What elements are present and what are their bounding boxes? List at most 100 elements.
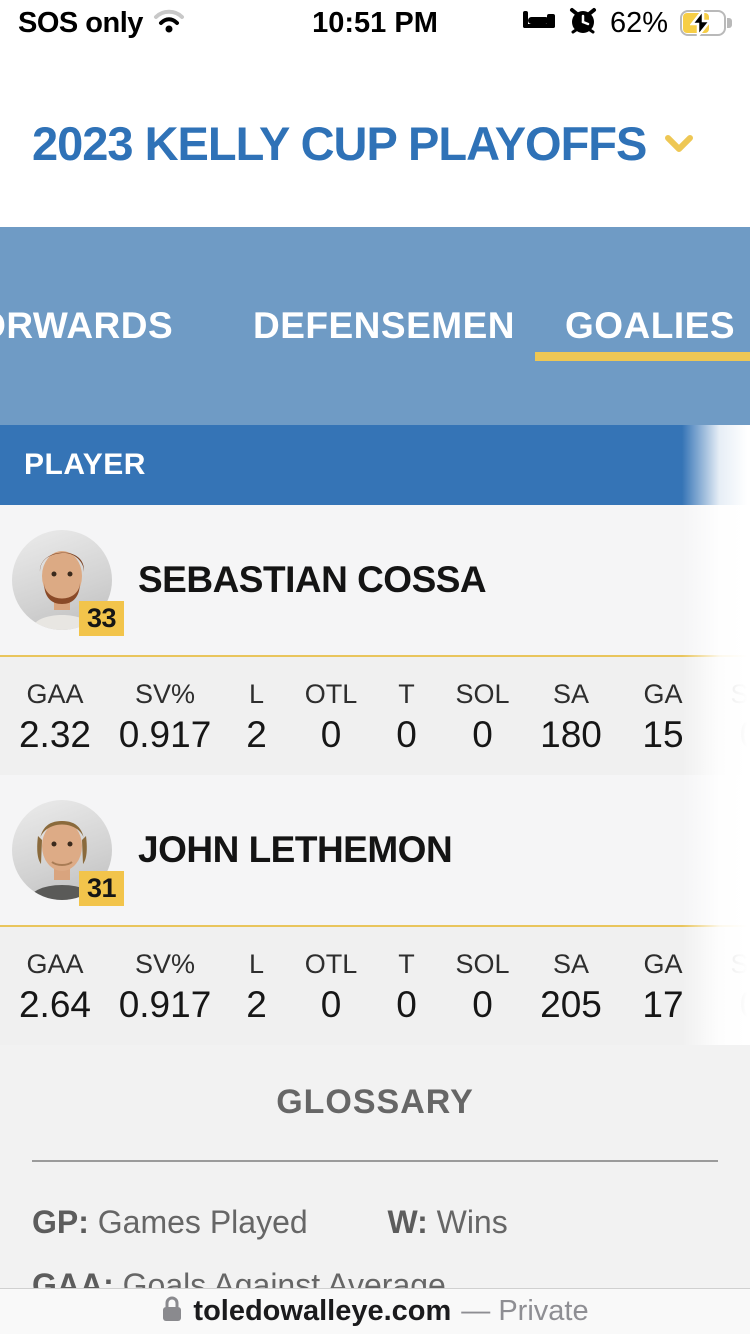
- tab-forwards[interactable]: FORWARDS: [0, 306, 173, 346]
- stat-header: SOL: [455, 679, 510, 709]
- glossary-line: GP: Games Played W: Wins: [32, 1204, 718, 1241]
- stat-value: 15: [642, 714, 684, 755]
- bed-icon: [522, 8, 556, 39]
- stat-header: L: [248, 679, 265, 709]
- stat-sa: SA 205: [521, 949, 621, 1045]
- stat-value: 0: [320, 984, 342, 1025]
- stat-losses: L 2: [220, 949, 293, 1045]
- stat-ga: GA 17: [621, 949, 705, 1045]
- stat-header: SOL: [455, 949, 510, 979]
- stat-value: 0.917: [118, 984, 212, 1025]
- stat-value: 0: [396, 714, 417, 755]
- chevron-down-icon[interactable]: [664, 134, 694, 159]
- stat-svpct: SV% 0.917: [110, 679, 220, 775]
- stat-otl: OTL 0: [293, 949, 369, 1045]
- stat-value: 0: [472, 984, 493, 1025]
- stat-value: 0: [739, 984, 750, 1025]
- lock-icon: [161, 1295, 183, 1328]
- page-title: 2023 KELLY CUP PLAYOFFS: [32, 117, 647, 170]
- stat-value: 2.32: [18, 714, 91, 755]
- alarm-clock-icon: [568, 7, 598, 40]
- stat-gaa: GAA 2.64: [0, 949, 110, 1045]
- status-bar: SOS only 10:51 PM: [0, 0, 750, 42]
- stat-value: 0: [739, 714, 750, 755]
- glossary-abbr: GP:: [32, 1204, 89, 1240]
- active-tab-underline: [535, 352, 750, 361]
- player-row-sebastian-cossa[interactable]: 33 SEBASTIAN COSSA: [0, 505, 750, 655]
- status-right: 62%: [515, 6, 732, 40]
- stat-sol: SOL 0: [444, 679, 521, 775]
- player-row-john-lethemon[interactable]: 31 JOHN LETHEMON: [0, 775, 750, 925]
- stat-header: SV%: [134, 949, 196, 979]
- status-left: SOS only: [18, 7, 185, 40]
- stat-value: 17: [642, 984, 684, 1025]
- stat-value: 2.64: [18, 984, 91, 1025]
- stat-ties: T 0: [369, 679, 444, 775]
- goalie-stats-table: PLAYER 33 SEBASTIAN COSSA GAA 2.32: [0, 425, 750, 1045]
- stat-value: 0: [472, 714, 493, 755]
- wifi-icon: [153, 8, 185, 39]
- stat-header: T: [398, 949, 415, 979]
- stat-header: T: [398, 679, 415, 709]
- stat-header: SO: [730, 679, 750, 709]
- glossary-section: GLOSSARY GP: Games Played W: Wins GAA: G…: [0, 1045, 750, 1334]
- battery-percent-label: 62%: [609, 6, 668, 39]
- stat-header: SO: [730, 949, 750, 979]
- gold-divider: [0, 925, 750, 927]
- player-photo: [12, 800, 112, 900]
- glossary-abbr: W:: [387, 1204, 428, 1240]
- stat-gaa: GAA 2.32: [0, 679, 110, 775]
- glossary-def: Wins: [436, 1204, 508, 1240]
- stat-svpct: SV% 0.917: [110, 949, 220, 1045]
- stat-header: L: [248, 949, 265, 979]
- battery-charging-icon: [680, 9, 732, 37]
- stat-value: 205: [540, 984, 602, 1025]
- browser-domain: toledowalleye.com: [193, 1295, 452, 1327]
- stat-so: SO 0: [705, 679, 750, 775]
- stat-sol: SOL 0: [444, 949, 521, 1045]
- stat-ga: GA 15: [621, 679, 705, 775]
- title-section: 2023 KELLY CUP PLAYOFFS: [0, 42, 750, 227]
- stat-header: SA: [552, 949, 590, 979]
- glossary-divider: [32, 1160, 718, 1162]
- player-name[interactable]: JOHN LETHEMON: [138, 829, 453, 870]
- jersey-number-badge: 31: [78, 871, 124, 906]
- browser-private-label: — Private: [461, 1295, 589, 1327]
- jersey-number-badge: 33: [78, 601, 124, 636]
- avatar: 31: [12, 800, 124, 906]
- gold-divider: [0, 655, 750, 657]
- stat-header: GA: [643, 679, 683, 709]
- player-column-header-label: PLAYER: [24, 448, 146, 481]
- stat-otl: OTL 0: [293, 679, 369, 775]
- stat-losses: L 2: [220, 679, 293, 775]
- stat-value: 2: [246, 714, 267, 755]
- position-tab-bar: FORWARDS DEFENSEMEN GOALIES: [0, 227, 750, 425]
- tab-goalies[interactable]: GOALIES: [565, 305, 736, 346]
- stat-value: 0: [320, 714, 342, 755]
- stat-ties: T 0: [369, 949, 444, 1045]
- stat-header: OTL: [304, 679, 358, 709]
- stat-value: 0.917: [118, 714, 212, 755]
- avatar: 33: [12, 530, 124, 636]
- safari-address-bar[interactable]: toledowalleye.com — Private: [0, 1288, 750, 1334]
- stat-header: GA: [643, 949, 683, 979]
- clock-time: 10:51 PM: [312, 6, 438, 39]
- stats-row-sebastian-cossa: GAA 2.32 SV% 0.917 L 2 OTL 0 T 0 SOL 0 S…: [0, 657, 750, 775]
- player-column-header: PLAYER: [0, 425, 750, 505]
- stat-sa: SA 180: [521, 679, 621, 775]
- stat-header: OTL: [304, 949, 358, 979]
- stat-header: GAA: [26, 949, 84, 979]
- stat-value: 0: [396, 984, 417, 1025]
- stat-value: 180: [540, 714, 602, 755]
- glossary-title: GLOSSARY: [276, 1083, 474, 1121]
- carrier-label: SOS only: [18, 6, 143, 39]
- tab-defensemen[interactable]: DEFENSEMEN: [253, 305, 515, 346]
- stat-value: 2: [246, 984, 267, 1025]
- stat-header: SA: [552, 679, 590, 709]
- stats-row-john-lethemon: GAA 2.64 SV% 0.917 L 2 OTL 0 T 0 SOL 0 S…: [0, 927, 750, 1045]
- glossary-def: Games Played: [97, 1204, 308, 1240]
- stat-header: GAA: [26, 679, 84, 709]
- stat-so: SO 0: [705, 949, 750, 1045]
- stat-header: SV%: [134, 679, 196, 709]
- player-name[interactable]: SEBASTIAN COSSA: [138, 559, 487, 600]
